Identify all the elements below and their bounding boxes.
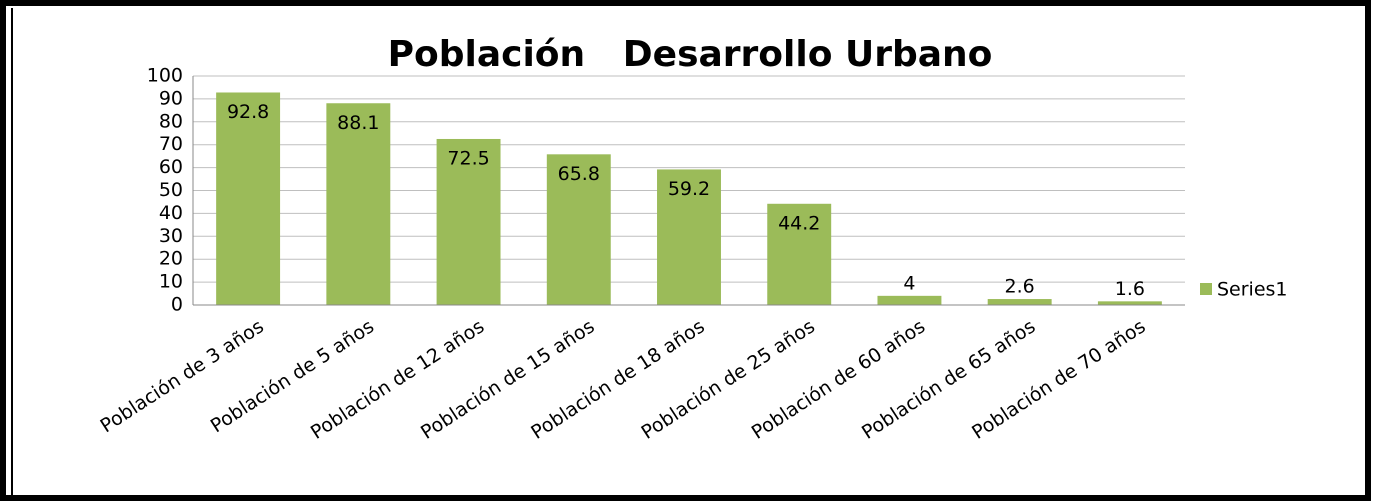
data-label: 59.2	[668, 178, 710, 200]
y-tick-label: 80	[159, 110, 183, 132]
chart-title: Población Desarrollo Urbano	[388, 34, 993, 75]
bar	[657, 169, 721, 305]
bar	[987, 299, 1052, 305]
bar	[1097, 301, 1162, 305]
y-tick-label: 30	[159, 225, 183, 247]
data-label: 72.5	[447, 147, 489, 169]
data-label: 65.8	[558, 163, 600, 185]
y-tick-label: 0	[171, 294, 183, 316]
y-tick-label: 10	[159, 271, 183, 293]
y-tick-label: 100	[147, 65, 183, 87]
data-label: 92.8	[227, 101, 269, 123]
data-label: 44.2	[778, 212, 820, 234]
bar	[216, 92, 281, 305]
data-label: 88.1	[337, 112, 379, 134]
y-tick-label: 50	[159, 179, 183, 201]
legend-swatch	[1200, 283, 1212, 295]
data-label: 1.6	[1115, 278, 1145, 300]
data-label: 2.6	[1005, 276, 1035, 298]
bar	[877, 295, 942, 305]
legend-label: Series1	[1217, 279, 1288, 301]
bar	[767, 203, 832, 305]
bar	[546, 154, 611, 305]
y-tick-label: 20	[159, 248, 183, 270]
y-tick-label: 40	[159, 202, 183, 224]
bar	[326, 103, 391, 305]
bar	[436, 138, 501, 305]
data-label: 4	[903, 272, 915, 294]
y-tick-label: 70	[159, 133, 183, 155]
y-tick-label: 90	[159, 87, 183, 109]
y-tick-label: 60	[159, 156, 183, 178]
